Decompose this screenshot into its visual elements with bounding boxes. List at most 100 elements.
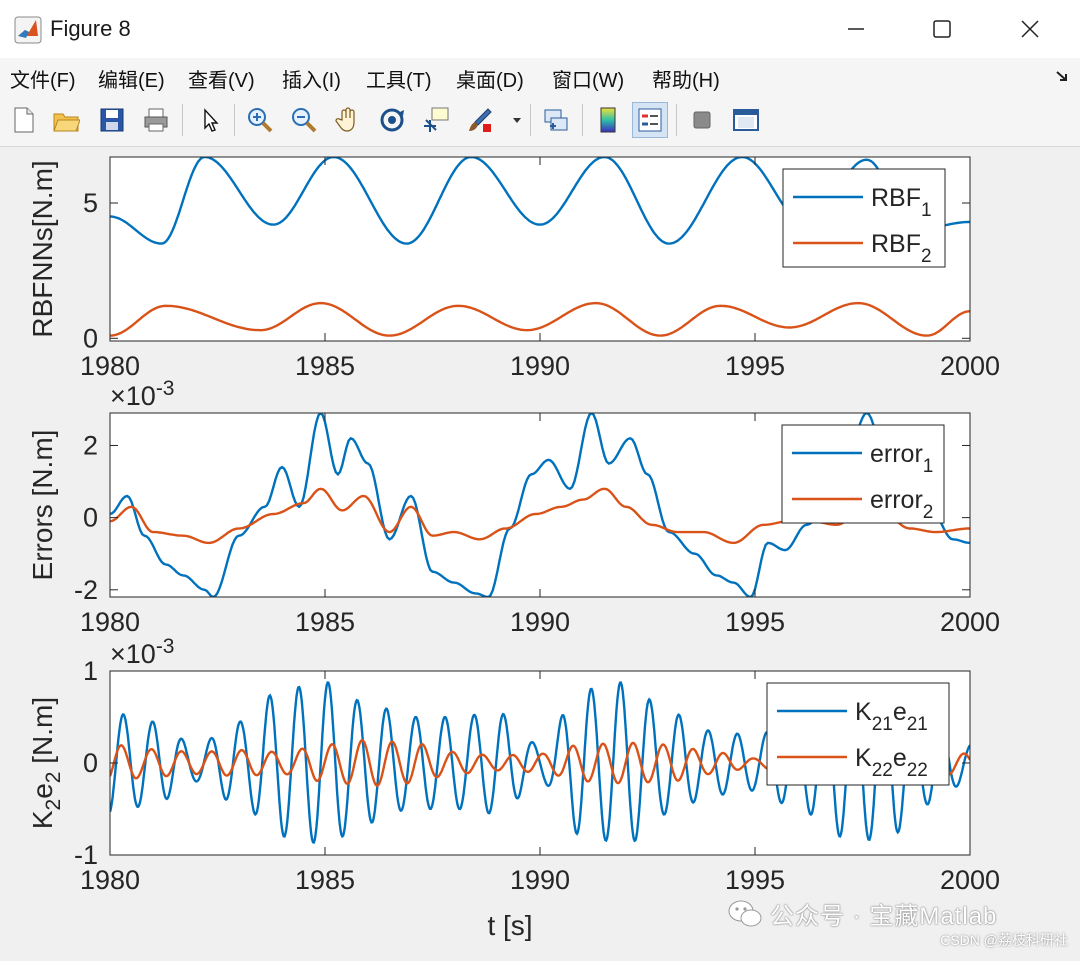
menu-window[interactable]: 窗口(W): [552, 70, 625, 92]
legend: K21e21 K22e22: [766, 682, 950, 786]
toolbar-separator: [234, 104, 235, 136]
legend-icon: [638, 108, 662, 132]
toolbar-separator: [530, 104, 531, 136]
y-tick-label: 1: [83, 656, 98, 686]
x-tick-label: 1985: [295, 607, 355, 637]
x-tick-label: 1980: [80, 865, 140, 895]
x-tick-label: 2000: [940, 607, 1000, 637]
subplot-3: 1980 1985 1990 1995 2000 -1 0 1 ×10-3 K2e2 [N.m] t…: [27, 635, 1000, 941]
link-plot-icon: [544, 109, 568, 131]
watermark: 公众号 · 宝藏Matlab: [728, 896, 997, 931]
zoom-in-button[interactable]: [242, 102, 278, 138]
brush-icon: [469, 108, 492, 132]
colorbar-button[interactable]: [590, 102, 626, 138]
x-tick-label: 1985: [295, 351, 355, 381]
close-button[interactable]: [984, 0, 1076, 58]
window-title: Figure 8: [50, 16, 131, 41]
menu-help[interactable]: 帮助(H): [652, 70, 720, 92]
csdn-credit: CSDN @荔枝科研社: [940, 932, 1068, 948]
menu-file[interactable]: 文件(F): [10, 70, 76, 92]
x-tick-label: 1995: [725, 351, 785, 381]
print-button[interactable]: [138, 102, 174, 138]
link-plot-button[interactable]: [538, 102, 574, 138]
legend-button[interactable]: [632, 102, 668, 138]
legend: RBF1 RBF2: [782, 168, 946, 268]
menu-desktop[interactable]: 桌面(D): [456, 70, 524, 92]
toolbar-separator: [582, 104, 583, 136]
select-cursor-button[interactable]: [192, 102, 228, 138]
legend-box: [781, 424, 945, 524]
zoom-out-icon: [292, 108, 317, 133]
pan-button[interactable]: [330, 102, 366, 138]
minimize-icon: [848, 28, 864, 30]
data-cursor-icon: [424, 107, 449, 132]
legend-entry-2: error2: [870, 486, 933, 523]
menu-tools[interactable]: 工具(T): [366, 70, 432, 92]
pan-hand-icon: [335, 107, 355, 132]
select-cursor-icon: [204, 108, 219, 132]
legend-entry-1: error1: [870, 440, 933, 477]
x-tick-label: 2000: [940, 865, 1000, 895]
minimize-button[interactable]: [810, 0, 902, 58]
brush-button[interactable]: [462, 102, 498, 138]
legend-entry-1: K21e21: [855, 698, 928, 735]
show-plot-tools-icon: [733, 109, 759, 131]
toolbar-separator: [676, 104, 677, 136]
legend-entry-2: RBF2: [871, 230, 932, 267]
open-file-icon: [53, 113, 80, 132]
zoom-out-button[interactable]: [286, 102, 322, 138]
maximize-button[interactable]: [896, 0, 988, 58]
print-icon: [144, 108, 168, 132]
legend-box: [766, 682, 950, 786]
menu-bar: 文件(F) 编辑(E) 查看(V) 插入(I) 工具(T) 桌面(D) 窗口(W…: [0, 58, 1080, 96]
axis-exponent-label: ×10-3: [110, 635, 175, 669]
x-tick-label: 1985: [295, 865, 355, 895]
y-tick-label: 2: [83, 430, 98, 460]
save-button[interactable]: [94, 102, 130, 138]
dock-arrow-icon[interactable]: [1054, 68, 1070, 84]
x-tick-label: 1980: [80, 607, 140, 637]
save-icon: [100, 108, 124, 132]
title-bar: Figure 8: [0, 0, 1080, 59]
close-icon: [1021, 20, 1039, 38]
x-tick-label: 1995: [725, 865, 785, 895]
matlab-app-icon: [14, 16, 42, 44]
menu-insert[interactable]: 插入(I): [282, 70, 341, 92]
subplot-2: 1980 1985 1990 1995 2000 -2 0 2 ×10-3 Errors [N.m…: [27, 377, 1000, 637]
toolbar-separator: [182, 104, 183, 136]
menu-edit[interactable]: 编辑(E): [98, 70, 165, 92]
y-tick-label: 5: [83, 188, 98, 218]
y-axis-label: K2e2 [N.m]: [27, 697, 65, 829]
new-figure-button[interactable]: [6, 102, 42, 138]
y-axis-label: RBFNNs[N.m]: [27, 160, 58, 337]
brush-dropdown[interactable]: [506, 102, 528, 138]
series-line-error2: [110, 487, 970, 545]
figure-canvas: 1980 1985 1990 1995 2000 0 5 RBFNNs[N.m] RBF1 RBF…: [0, 147, 1080, 956]
x-tick-label: 1990: [510, 865, 570, 895]
menu-view[interactable]: 查看(V): [188, 70, 255, 92]
hide-plot-tools-button[interactable]: [684, 102, 720, 138]
x-tick-label: 1990: [510, 351, 570, 381]
show-plot-tools-button[interactable]: [728, 102, 764, 138]
watermark-text: 公众号 · 宝藏Matlab: [770, 903, 998, 930]
x-tick-label: 1995: [725, 607, 785, 637]
x-tick-label: 1980: [80, 351, 140, 381]
hide-plot-tools-icon: [693, 111, 711, 129]
open-file-button[interactable]: [48, 102, 84, 138]
rotate-3d-button[interactable]: [374, 102, 410, 138]
legend-entry-1: RBF1: [871, 184, 932, 221]
chevron-down-icon: [513, 118, 521, 123]
y-tick-label: 0: [83, 503, 98, 533]
x-tick-label: 1990: [510, 607, 570, 637]
rotate-3d-icon: [380, 108, 404, 132]
legend: error1 error2: [781, 424, 945, 524]
y-tick-label: 0: [83, 748, 98, 778]
data-cursor-button[interactable]: [418, 102, 454, 138]
maximize-icon: [933, 20, 951, 38]
x-axis-label: t [s]: [487, 910, 532, 941]
toolbar: [0, 96, 1080, 147]
series-line-RBF2: [110, 301, 970, 337]
legend-box: [782, 168, 946, 268]
